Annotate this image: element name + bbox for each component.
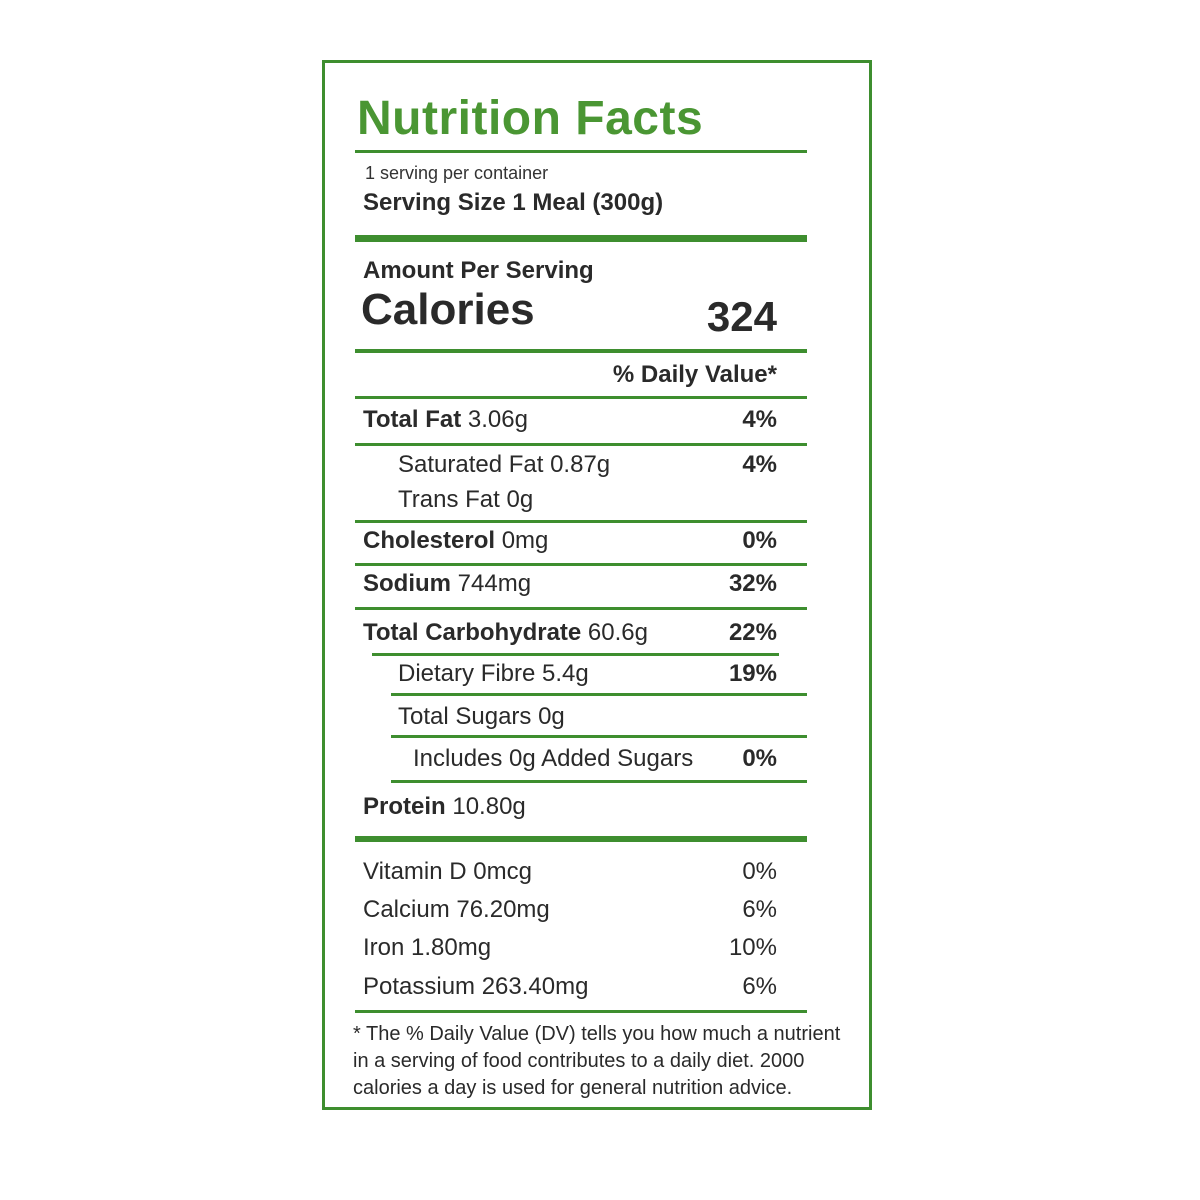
vitamin-row-dv: 10%: [728, 934, 777, 961]
calories-label: Calories: [361, 285, 535, 334]
saturated-fat-dv: 4%: [742, 451, 777, 478]
divider-rule: [355, 607, 807, 610]
dietary-fibre-row: Dietary Fibre 5.4g: [398, 660, 589, 687]
protein-name: Protein: [363, 793, 446, 820]
amount-per-serving: Amount Per Serving: [363, 257, 594, 284]
divider-rule: [391, 780, 807, 783]
vitamin-row-dv: 6%: [742, 973, 777, 1000]
vitamin-row-name: Vitamin D 0mcg: [363, 858, 532, 885]
cholesterol-dv: 0%: [742, 527, 777, 554]
divider-rule: [355, 1010, 807, 1013]
calories-value: 324: [706, 293, 777, 340]
servings-per-container: 1 serving per container: [365, 163, 549, 183]
vitamin-row-name: Potassium 263.40mg: [363, 973, 589, 1000]
divider-rule: [355, 349, 807, 353]
daily-value-header: % Daily Value*: [612, 361, 777, 388]
cholesterol-name: Cholesterol: [363, 527, 496, 554]
divider-rule: [355, 443, 807, 446]
divider-rule: [391, 693, 807, 696]
vitamin-row-name: Calcium 76.20mg: [363, 896, 550, 923]
total-carbohydrate-name: Total Carbohydrate: [363, 619, 582, 646]
total-carbohydrate-row: Total Carbohydrate 60.6g: [363, 619, 648, 647]
protein-amount: 10.80g: [452, 793, 526, 820]
cholesterol-row: Cholesterol 0mg: [363, 527, 548, 555]
divider-rule: [355, 150, 807, 153]
total-carbohydrate-amount: 60.6g: [587, 619, 648, 646]
sodium-dv: 32%: [728, 570, 777, 597]
sodium-row: Sodium 744mg: [363, 570, 531, 598]
nutrition-facts-label: Nutrition Facts 1 serving per container …: [322, 60, 872, 1110]
total-sugars-row: Total Sugars 0g: [398, 703, 565, 730]
sodium-name: Sodium: [363, 570, 451, 597]
dietary-fibre-dv: 19%: [728, 660, 777, 687]
protein-row: Protein 10.80g: [363, 793, 526, 821]
divider-rule: [355, 563, 807, 566]
divider-rule-thick: [355, 836, 807, 842]
total-fat-name: Total Fat: [363, 406, 462, 433]
total-fat-row: Total Fat 3.06g: [363, 406, 528, 434]
divider-rule: [391, 735, 807, 738]
label-title: Nutrition Facts: [357, 92, 704, 145]
vitamin-row-dv: 0%: [742, 858, 777, 885]
sodium-amount: 744mg: [457, 570, 532, 597]
divider-rule: [372, 653, 779, 656]
vitamin-row-name: Iron 1.80mg: [363, 934, 492, 961]
added-sugars-dv: 0%: [742, 745, 777, 772]
divider-rule: [355, 520, 807, 523]
total-fat-amount: 3.06g: [467, 406, 528, 433]
added-sugars-row: Includes 0g Added Sugars: [413, 745, 694, 772]
total-carbohydrate-dv: 22%: [728, 619, 777, 646]
total-fat-dv: 4%: [742, 406, 777, 433]
saturated-fat-row: Saturated Fat 0.87g: [398, 451, 611, 478]
divider-rule-thick: [355, 235, 807, 242]
cholesterol-amount: 0mg: [501, 527, 549, 554]
serving-size: Serving Size 1 Meal (300g): [363, 189, 664, 216]
trans-fat-row: Trans Fat 0g: [398, 486, 534, 513]
divider-rule: [355, 396, 807, 399]
vitamin-row-dv: 6%: [742, 896, 777, 923]
daily-value-footnote: * The % Daily Value (DV) tells you how m…: [353, 1023, 841, 1099]
